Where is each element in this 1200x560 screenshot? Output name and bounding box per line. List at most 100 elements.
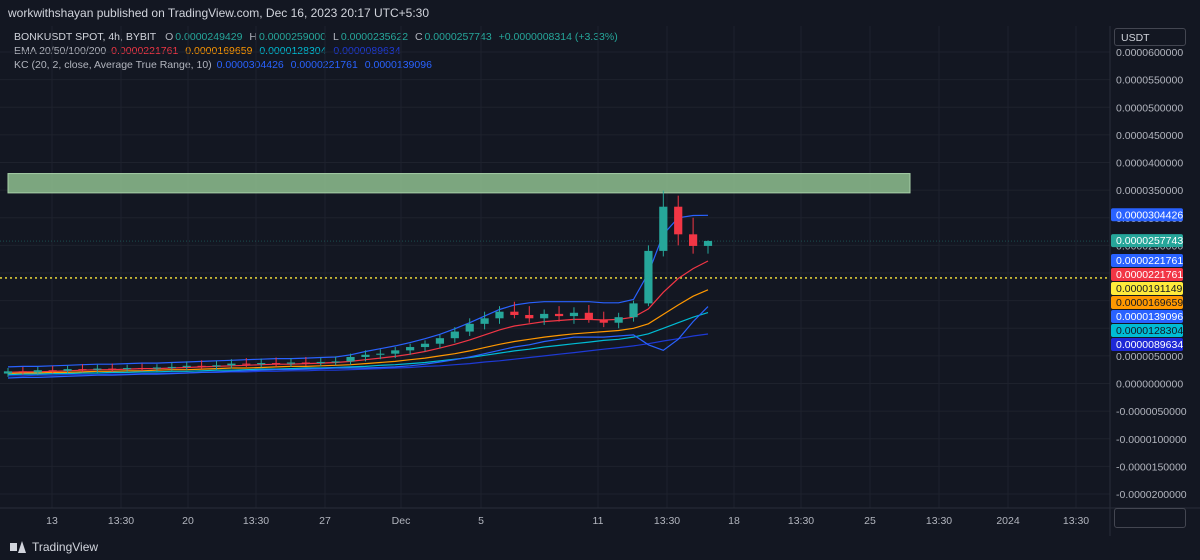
price-label-box [1111, 234, 1183, 248]
candle[interactable] [480, 318, 489, 324]
candle[interactable] [316, 361, 325, 364]
candle[interactable] [465, 323, 474, 332]
candle[interactable] [18, 371, 27, 373]
candle[interactable] [674, 206, 683, 235]
candle[interactable] [182, 365, 191, 367]
candle[interactable] [271, 363, 281, 365]
candle[interactable] [78, 369, 87, 371]
time-tick-label: 13:30 [926, 515, 952, 527]
candle[interactable] [540, 313, 549, 319]
candle[interactable] [331, 361, 340, 363]
candle[interactable] [286, 362, 296, 364]
candle[interactable] [406, 347, 415, 351]
candle[interactable] [554, 313, 564, 317]
candle[interactable] [689, 234, 698, 246]
price-chart[interactable]: 0.0000600000 0.0000550000 0.0000500000 0.00… [0, 26, 1200, 536]
candle[interactable] [569, 312, 579, 317]
price-tick-label: -0.0000150000 [1116, 461, 1187, 473]
candle[interactable] [629, 303, 638, 318]
candle[interactable] [123, 368, 132, 370]
candle[interactable] [435, 338, 445, 344]
candle[interactable] [63, 369, 72, 371]
candle[interactable] [599, 319, 608, 323]
bottom-bar: TradingView [0, 536, 1200, 560]
candle[interactable] [510, 311, 519, 315]
ema100-line[interactable] [7, 312, 709, 376]
kc-upper-line[interactable] [7, 214, 709, 368]
legend-kc-lower: 0.0000139096 [364, 59, 432, 71]
top-bar: workwithshayan published on TradingView.… [0, 0, 1200, 26]
ema20-line[interactable] [7, 260, 709, 373]
time-tick-label: 13:30 [788, 515, 814, 527]
candle[interactable] [659, 206, 668, 251]
candle[interactable] [450, 331, 459, 339]
legend-ema50: 0.0000169659 [185, 45, 253, 57]
candle[interactable] [584, 312, 593, 320]
candle[interactable] [33, 370, 42, 373]
candle[interactable] [197, 365, 206, 367]
tradingview-logo[interactable]: TradingView [10, 540, 98, 554]
candle[interactable] [167, 366, 176, 368]
price-label: 0.0000304426 [1116, 209, 1183, 221]
time-tick-label: 27 [319, 515, 331, 527]
legend-change: +0.0000008314 (+3.33%) [498, 31, 618, 43]
candle[interactable] [420, 343, 430, 348]
price-label: 0.0000139096 [1116, 311, 1183, 323]
tradingview-logo-icon [10, 541, 26, 553]
candle[interactable] [376, 353, 385, 355]
price-label: 0.0000128304 [1116, 325, 1183, 337]
candle[interactable] [48, 370, 57, 372]
ema200-line[interactable] [8, 333, 709, 377]
candle[interactable] [703, 240, 713, 246]
candle[interactable] [257, 363, 266, 365]
candle[interactable] [212, 365, 221, 367]
price-label-box [1111, 309, 1183, 323]
price-label-box [1111, 208, 1183, 222]
legend-ema200: 0.0000089634 [333, 45, 401, 57]
candle[interactable] [3, 371, 13, 374]
price-label: 0.0000089634 [1116, 339, 1183, 351]
price-label-box [1111, 267, 1183, 281]
candle[interactable] [361, 354, 370, 357]
candle[interactable] [137, 368, 147, 370]
price-label-box [1111, 295, 1183, 309]
candle[interactable] [525, 314, 534, 319]
time-tick-label: 2024 [996, 515, 1020, 527]
axis-settings-box[interactable] [1114, 508, 1186, 528]
candle[interactable] [242, 363, 251, 365]
candle[interactable] [495, 311, 504, 319]
candle[interactable] [152, 367, 162, 369]
price-tick-label: 0.0000550000 [1116, 75, 1183, 87]
price-tick-label: 0.0000400000 [1116, 158, 1183, 170]
publish-info: workwithshayan published on TradingView.… [8, 6, 430, 20]
candle[interactable] [391, 350, 400, 354]
time-tick-label: 25 [864, 515, 876, 527]
legend-low: 0.0000235622 [340, 31, 409, 43]
candle[interactable] [227, 363, 236, 366]
price-tick-label: 0.0000500000 [1116, 102, 1183, 114]
legend-close: 0.0000257743 [424, 31, 492, 43]
legend-kc-middle: 0.0000221761 [290, 59, 358, 71]
chart-legend: BONKUSDT SPOT, 4h, BYBIT O 0.0000249429 H… [14, 30, 622, 72]
legend-kc-label: KC (20, 2, close, Average True Range, 10… [14, 59, 212, 71]
resistance-zone[interactable] [7, 173, 911, 194]
time-tick-label: Dec [392, 515, 411, 527]
time-tick-label: 11 [593, 515, 604, 527]
candle[interactable] [108, 368, 117, 370]
candle[interactable] [644, 250, 653, 304]
legend-c-label: C [414, 31, 423, 43]
currency-unit-button[interactable]: USDT [1114, 28, 1186, 46]
price-label-box [1111, 337, 1183, 351]
candle[interactable] [301, 362, 310, 364]
price-tick-label: -0.0000100000 [1116, 434, 1187, 446]
price-tick-label: -0.0000050000 [1116, 406, 1187, 418]
candle[interactable] [93, 368, 102, 370]
price-label-box [1111, 253, 1183, 267]
candle[interactable] [614, 317, 623, 323]
price-label: 0.0000257743 [1116, 235, 1183, 247]
candle[interactable] [346, 356, 355, 362]
time-tick-label: 18 [728, 515, 740, 527]
kc-lower-line[interactable] [7, 306, 709, 379]
ema50-line[interactable] [7, 289, 709, 375]
price-label-box [1111, 323, 1183, 337]
